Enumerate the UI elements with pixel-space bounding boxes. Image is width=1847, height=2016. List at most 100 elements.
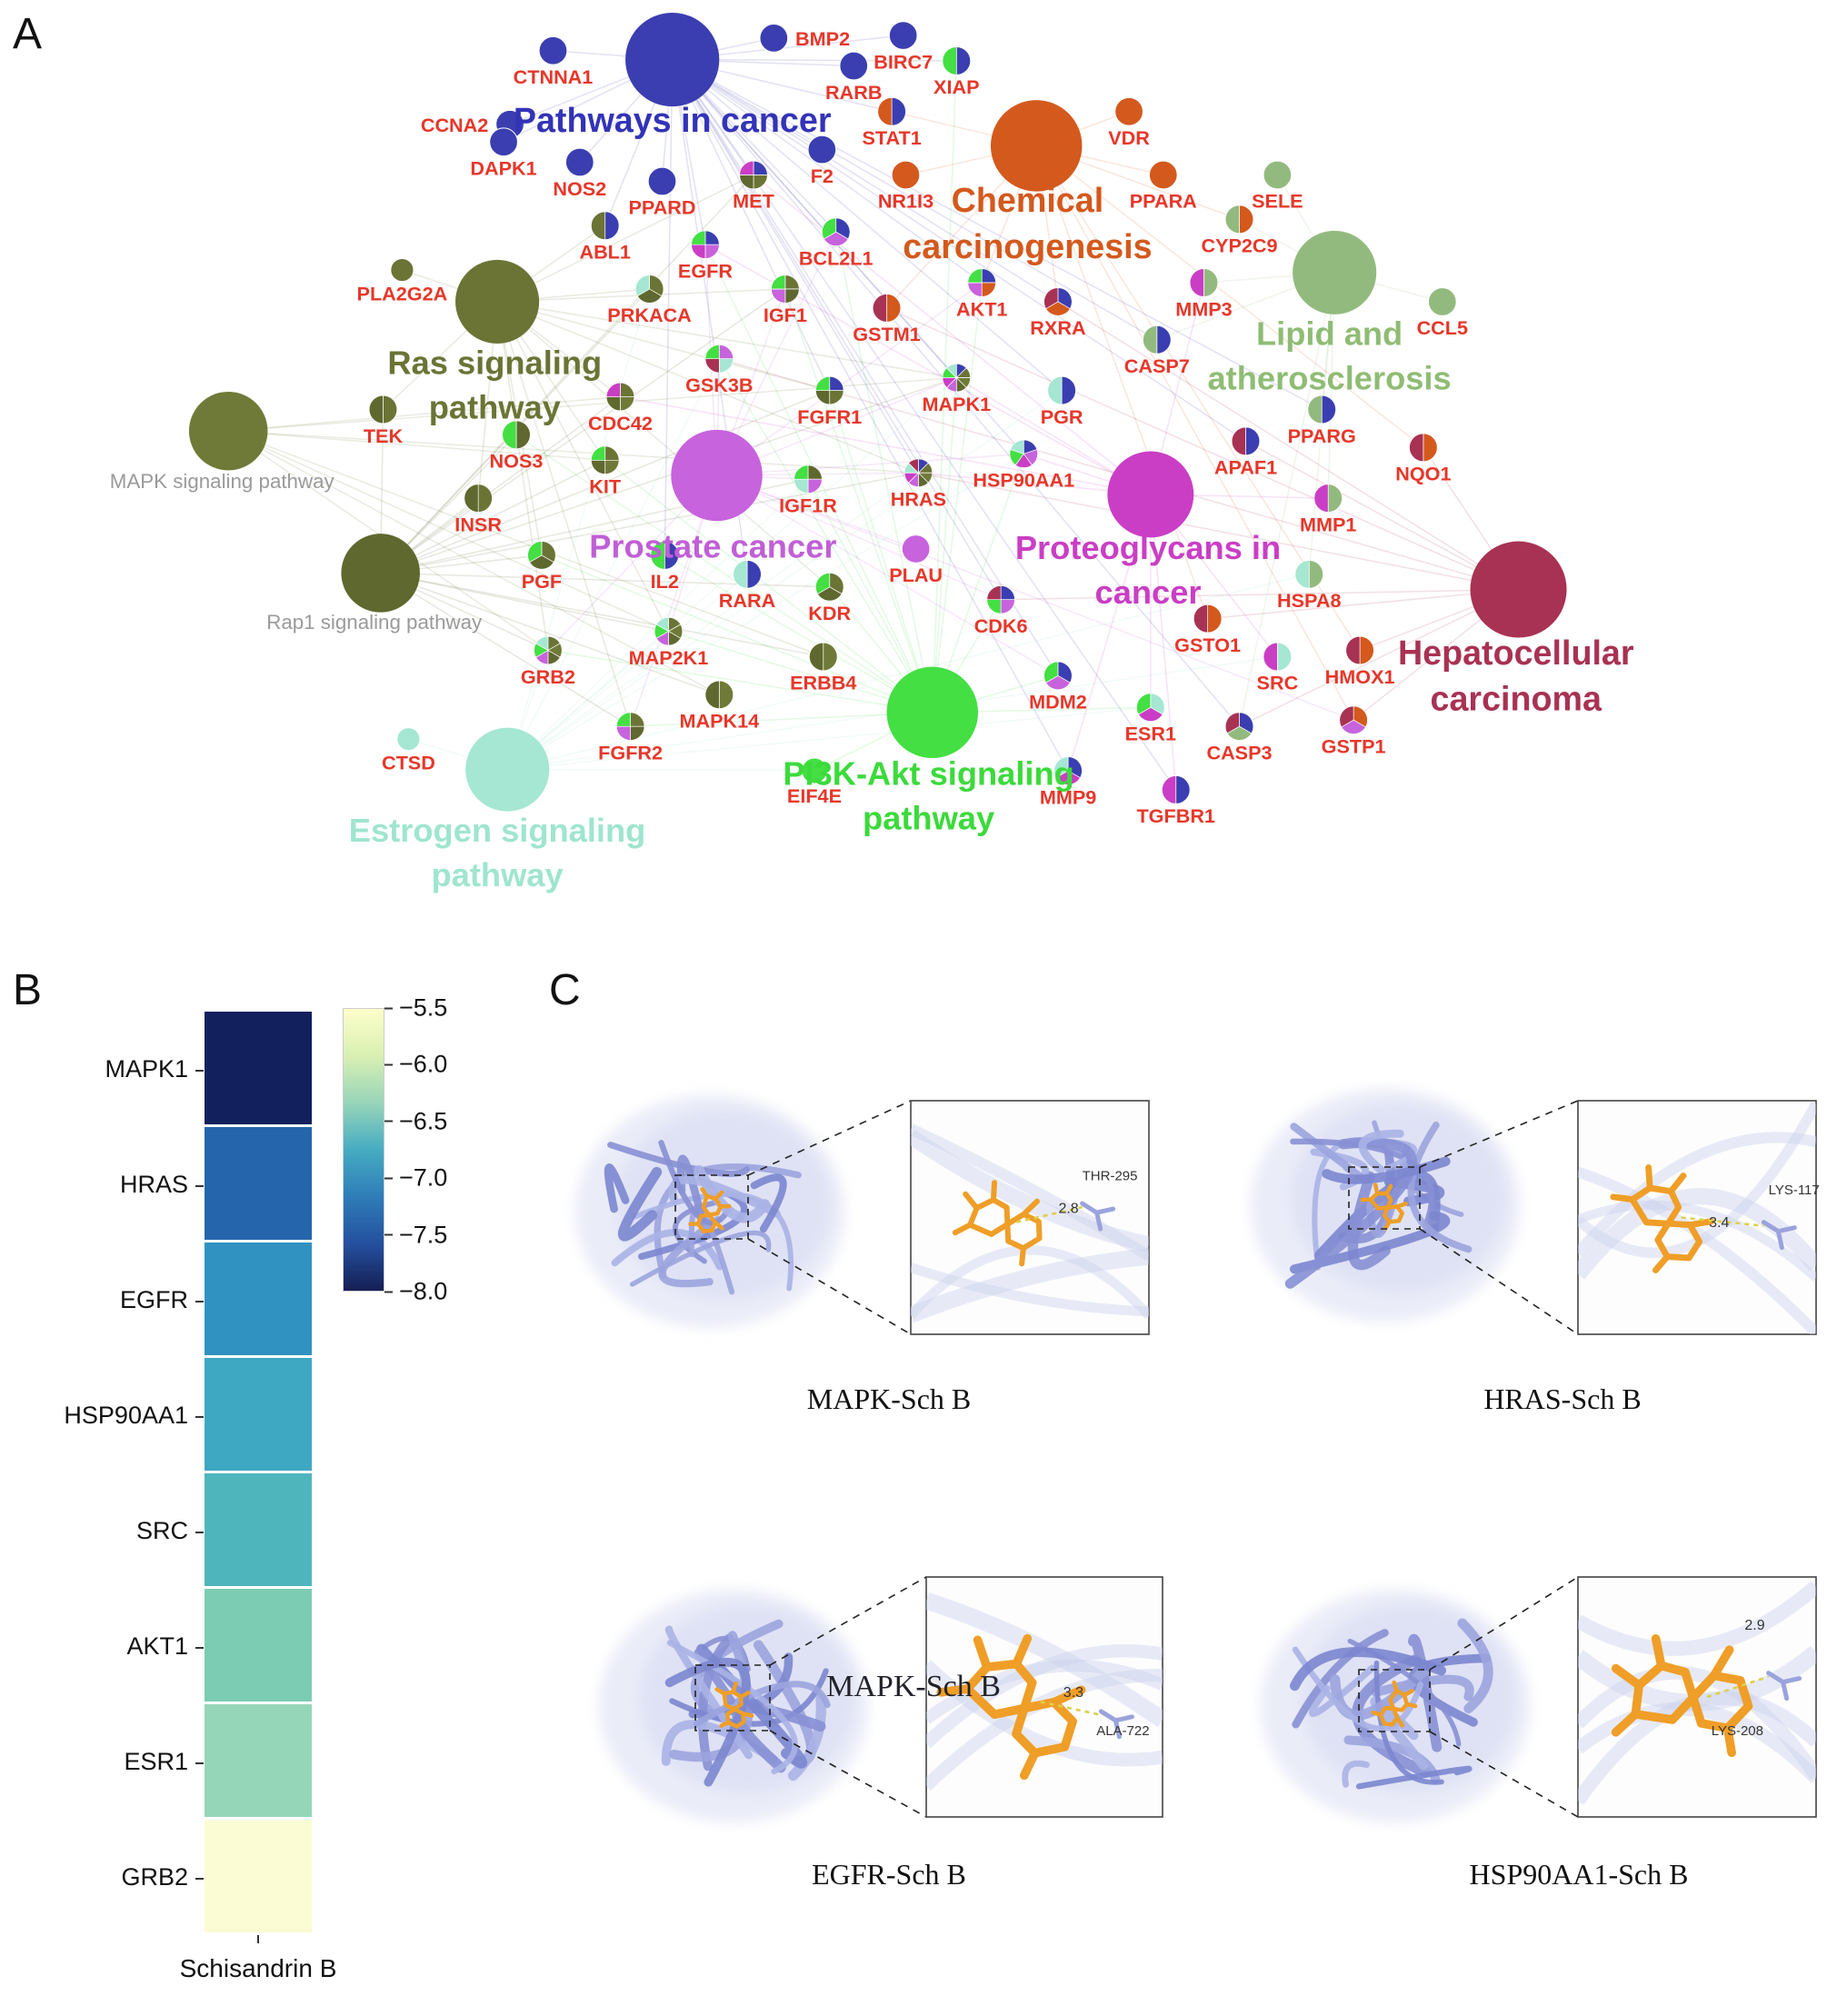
heatmap-row-HSP90AA1: HSP90AA1 [59,1358,550,1473]
gene-node-KDR [815,573,844,602]
gene-label-MMP3: MMP3 [1175,297,1232,320]
residue-stick [1098,1709,1134,1740]
ligand-sticks [1371,1680,1418,1728]
zoom-connector-line [769,1730,927,1818]
gene-node-CYP2C9 [1224,205,1254,234]
gene-node-SELE [1263,160,1293,190]
gene-node-PPARA [1148,160,1178,190]
heatmap-cell-HRAS [205,1127,312,1243]
gene-label-MAPK1: MAPK1 [922,393,991,415]
network-edge [1245,440,1519,591]
network-edge [380,472,919,574]
network-edge [672,58,957,62]
protein-structure [575,1095,844,1328]
gene-node-MDM2 [1043,661,1073,691]
gene-node-F2 [807,135,837,165]
inset-view: 2.9 LYS-208 [1577,1576,1817,1818]
gene-node-CDK6 [986,585,1015,614]
network-edge [672,58,1063,392]
gene-node-MMP1 [1313,484,1343,513]
pathway-hub-cc [990,100,1083,192]
network-gene-nodes [368,21,1457,804]
colorbar-tick-label: −5.5 [399,993,448,1022]
gene-label-ESR1: ESR1 [1125,723,1176,745]
gene-label-NOS2: NOS2 [553,177,606,200]
gene-node-IGF1 [771,274,800,304]
gene-label-GSK3B: GSK3B [685,374,753,396]
zoom-region-box [674,1174,749,1240]
colorbar-tick: −6.5 [384,1107,447,1135]
distance-label: 3.4 [1709,1215,1729,1231]
pathway-hub-mapk [188,391,268,471]
network-edge [834,232,933,713]
gene-label-HSP90AA1: HSP90AA1 [973,469,1074,492]
gene-label-CASP3: CASP3 [1206,741,1272,763]
pathway-label-prot: Proteoglycans in cancer [1015,529,1281,611]
pathway-hub-pi3k [886,666,979,759]
gene-label-CTSD: CTSD [382,752,435,774]
gene-label-FGFR2: FGFR2 [598,741,663,763]
network-edge [506,472,919,771]
gene-label-IGF1: IGF1 [764,304,807,326]
gene-label-EIF4E: EIF4E [787,784,842,807]
gene-label-GSTO1: GSTO1 [1174,634,1241,656]
heatmap-row-tick [195,1127,205,1243]
network-hubs [188,12,1567,812]
residue-label: THR-295 [1083,1168,1138,1183]
network-edge [506,288,651,770]
gene-label-EGFR: EGFR [678,259,733,282]
network-edge [716,474,1059,677]
heatmap-rows: MAPK1 HRAS EGFR HSP90AA1 SRC AKT1 ESR1 GRB2 [59,1012,550,1935]
pathway-label-pros: Prostate cancer [589,528,836,565]
gene-node-NOS2 [564,147,594,177]
gene-label-SELE: SELE [1252,190,1303,213]
network-edge [507,574,1310,771]
gene-node-CASP7 [1143,325,1172,354]
network-edge [672,59,1002,601]
gene-label-CCL5: CCL5 [1417,316,1468,339]
residue-label: LYS-117 [1769,1183,1820,1198]
network-edge [228,395,621,432]
pathway-label-hcc: Hepatocellular carcinoma [1398,634,1634,718]
gene-label-GSTM1: GSTM1 [853,323,920,345]
gene-node-FGFR2 [615,712,645,741]
gene-label-PLAU: PLAU [889,564,943,586]
heatmap-row-tick [195,1358,205,1473]
gene-node-DAPK1 [489,127,518,157]
heatmap-row-tick [195,1589,205,1704]
gene-node-MET [739,160,768,190]
gene-label-CCNA2: CCNA2 [421,114,488,136]
panel-b-label: B [13,966,43,1014]
heatmap-row-AKT1: AKT1 [59,1589,550,1704]
gene-label-CDC42: CDC42 [588,412,653,434]
gene-label-MMP9: MMP9 [1040,785,1096,808]
gene-node-CTSD [396,727,421,752]
gene-node-GRB2 [534,635,563,665]
docking-card-EGFR-Sch B: 3.3 ALA-722 EGFR-Sch B MAPK-Sch B [599,1576,1163,1891]
docking-caption: MAPK-Sch B [807,1382,971,1415]
gene-node-TEK [368,394,398,424]
network-edge [932,454,1024,714]
network-edge [380,459,606,574]
gene-node-CASP3 [1224,712,1254,741]
zoom-region-box [1358,1669,1431,1732]
pathway-hub-pc [625,12,720,107]
network-edge [668,630,933,714]
gene-node-NOS3 [502,420,531,450]
network-edge [380,572,830,588]
gene-node-PGF [527,541,556,570]
pathway-hub-pros [671,429,763,522]
heatmap-row-label: HRAS [119,1171,188,1198]
network-edge [1067,494,1152,772]
gene-node-BIRC7 [888,21,918,50]
gene-label-PRKACA: PRKACA [607,304,692,326]
gene-label-PGF: PGF [522,570,562,593]
gene-node-SRC [1263,642,1292,672]
gene-node-PLAU [901,534,931,564]
ligand-sticks [936,1633,1086,1781]
gene-node-PLA2G2A [390,258,414,283]
network-edge [630,712,933,727]
ligand-sticks [688,1187,732,1234]
gene-node-HMOX1 [1345,635,1374,665]
gene-node-RARB [839,51,869,81]
